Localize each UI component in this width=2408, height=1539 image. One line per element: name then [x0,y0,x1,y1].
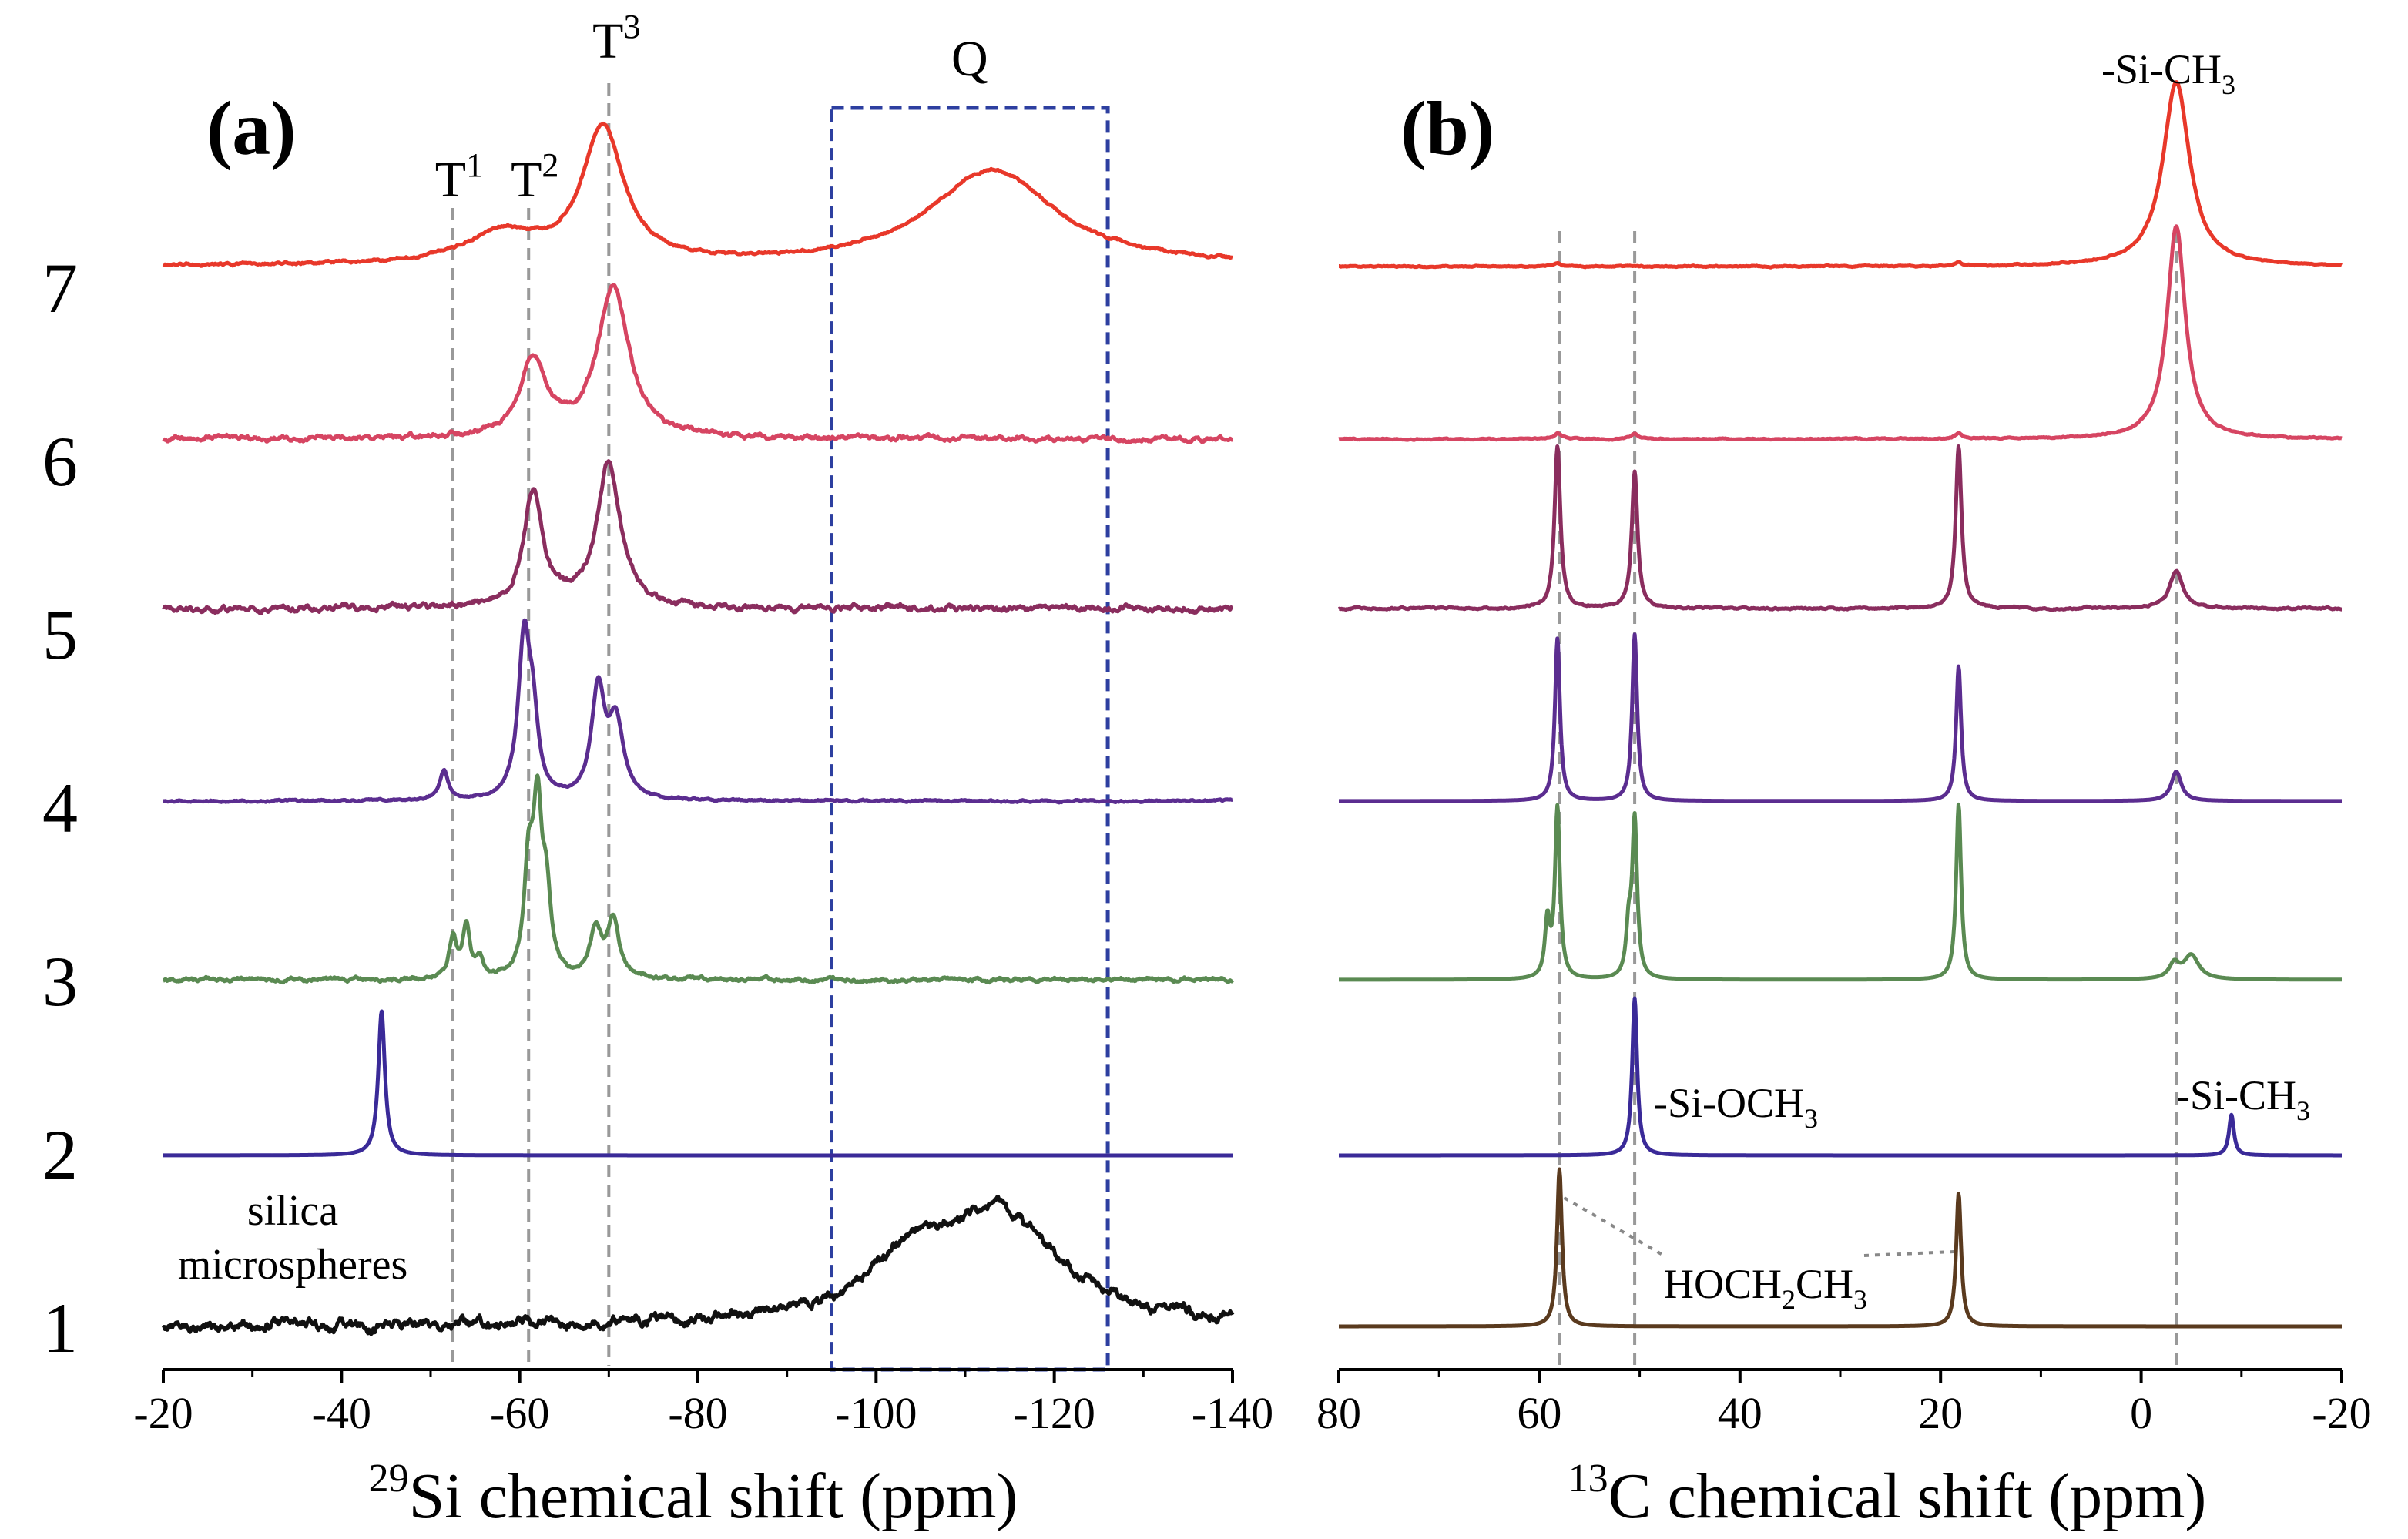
si-ch3-label: -Si-CH3 [2176,1072,2310,1126]
panel-a-label: (a) [206,86,297,171]
row-labels: 1 2 3 4 5 6 7 [42,249,78,1367]
panel-a-x-axis: -20 -40 -60 -80 -100 -120 -140 [133,1368,1273,1438]
x-tick-label-4: -100 [835,1388,917,1438]
si-ch3-label-sub: 3 [2296,1095,2310,1126]
panel-a-x-axis-title-main: Si chemical shift (ppm) [409,1460,1018,1532]
q-region-label: Q [951,31,988,87]
silica-annotation-line2: microspheres [178,1241,408,1289]
panel-b-x-axis-title-main: C chemical shift (ppm) [1608,1460,2207,1532]
panel-b-x-axis-title-sup: 13 [1568,1457,1608,1500]
x-tick-label-2: 40 [1718,1388,1762,1438]
spectrum-1-line [1337,1167,2343,1329]
row-label-4: 4 [42,769,78,847]
q-region-box [830,106,1110,1372]
panel-a-reference-lines [451,83,611,1366]
x-tick-label-0: 80 [1316,1388,1361,1438]
row-label-6: 6 [42,422,78,501]
panel-a: (a) Q T1 T2 T3 silica microspheres -20 -4… [133,8,1273,1532]
spectrum-4-line [1337,632,2343,803]
t2-label-main: T [511,152,542,208]
si-ch3-top-label: -Si-CH3 [2101,46,2235,100]
t3-label: T3 [592,8,640,69]
spectrum-7-line [162,121,1234,268]
spectrum-4-line [162,618,1234,805]
x-tick-label-5: -120 [1014,1388,1095,1438]
ethanol-leader-lines [1563,1196,1954,1257]
ethanol-label-sub-a: 2 [1782,1284,1796,1315]
row-label-5: 5 [42,595,78,674]
spectrum-7-line [1337,80,2343,270]
si-och3-label-main: -Si-OCH [1654,1080,1804,1126]
x-tick-label-1: -40 [312,1388,371,1438]
spectrum-5-line [162,459,1234,615]
panel-b-reference-lines [1558,231,2178,1366]
x-tick-label-2: -60 [490,1388,549,1438]
si-och3-label-sub: 3 [1804,1103,1818,1134]
panel-b-x-axis-title: 13C chemical shift (ppm) [1568,1457,2207,1532]
row-label-7: 7 [42,249,78,327]
spectrum-1-line [161,1194,1235,1336]
t3-label-main: T [592,13,623,69]
silica-annotation-line1: silica [247,1187,338,1235]
si-ch3-top-label-sub: 3 [2222,69,2235,100]
panel-b-label: (b) [1400,86,1494,171]
t1-label-sup: 1 [466,146,483,184]
x-tick-label-6: -140 [1192,1388,1273,1438]
spectrum-6-line [162,283,1234,444]
si-ch3-top-label-main: -Si-CH [2101,46,2222,92]
x-tick-label-3: 20 [1918,1388,1963,1438]
panel-a-x-axis-title-sup: 29 [369,1457,409,1500]
ethanol-label-a: HOCH [1664,1261,1782,1307]
spectrum-2-line [1337,996,2343,1158]
spectrum-6-line [1337,224,2343,442]
panel-b-x-axis: 80 60 40 20 0 -20 [1316,1368,2372,1438]
x-tick-label-0: -20 [133,1388,193,1438]
x-tick-label-4: 0 [2130,1388,2152,1438]
panel-a-spectra [161,121,1235,1336]
spectrum-3-line [1337,802,2343,982]
x-tick-label-1: 60 [1517,1388,1561,1438]
si-ch3-label-main: -Si-CH [2176,1072,2296,1118]
ethanol-label: HOCH2CH3 [1664,1261,1867,1315]
row-label-3: 3 [42,942,78,1021]
t1-label: T1 [435,146,483,208]
spectrum-5-line [1337,444,2343,612]
row-label-1: 1 [42,1289,78,1367]
ethanol-label-b: CH [1796,1261,1853,1307]
spectrum-2-line [162,1009,1234,1158]
t2-label-sup: 2 [542,146,558,184]
ethanol-label-sub-b: 3 [1853,1284,1867,1315]
t1-label-main: T [435,152,466,208]
t2-label: T2 [511,146,558,208]
x-tick-label-3: -80 [668,1388,727,1438]
spectrum-3-line [162,773,1235,985]
t3-label-sup: 3 [623,8,640,45]
row-label-2: 2 [42,1115,78,1194]
panel-b: (b) -Si-CH3 -Si-OCH3 -Si-CH3 HOCH2CH3 80… [1316,46,2372,1532]
si-och3-label: -Si-OCH3 [1654,1080,1818,1134]
panel-a-x-axis-title: 29Si chemical shift (ppm) [369,1457,1018,1532]
panel-b-spectra [1337,80,2343,1329]
x-tick-label-5: -20 [2312,1388,2371,1438]
